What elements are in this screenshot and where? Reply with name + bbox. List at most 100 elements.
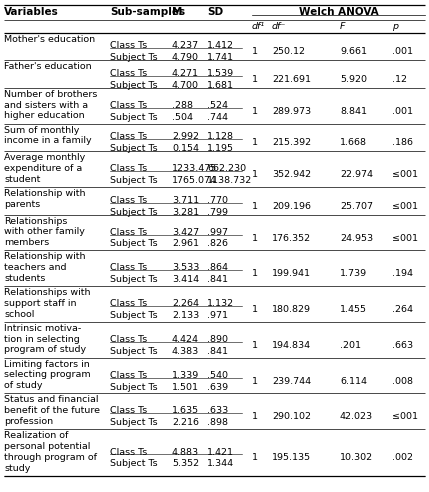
Text: ≤001: ≤001 xyxy=(392,202,418,211)
Text: .008: .008 xyxy=(392,376,413,386)
Text: 1: 1 xyxy=(252,107,258,116)
Text: Class Ts: Class Ts xyxy=(110,69,147,78)
Text: Class Ts: Class Ts xyxy=(110,132,147,142)
Text: .001: .001 xyxy=(392,107,413,116)
Text: Class Ts: Class Ts xyxy=(110,101,147,110)
Text: 1: 1 xyxy=(252,202,258,211)
Text: .633: .633 xyxy=(207,406,228,415)
Text: Status and financial
benefit of the future
profession: Status and financial benefit of the futu… xyxy=(4,396,100,426)
Text: 9.661: 9.661 xyxy=(340,47,367,57)
Text: 1.739: 1.739 xyxy=(340,269,367,278)
Text: .194: .194 xyxy=(392,269,413,278)
Text: .201: .201 xyxy=(340,341,361,350)
Text: 1: 1 xyxy=(252,47,258,57)
Text: .971: .971 xyxy=(207,311,228,320)
Text: Father's education: Father's education xyxy=(4,62,92,71)
Text: ≤001: ≤001 xyxy=(392,412,418,421)
Text: 4.790: 4.790 xyxy=(172,54,199,62)
Text: 1: 1 xyxy=(252,376,258,386)
Text: 1.132: 1.132 xyxy=(207,299,234,308)
Text: Relationships
with other family
members: Relationships with other family members xyxy=(4,216,85,247)
Text: Subject Ts: Subject Ts xyxy=(110,383,157,392)
Text: .663: .663 xyxy=(392,341,413,350)
Text: 3.711: 3.711 xyxy=(172,196,199,205)
Text: ≤001: ≤001 xyxy=(392,234,418,243)
Text: 209.196: 209.196 xyxy=(272,202,311,211)
Text: .186: .186 xyxy=(392,138,413,148)
Text: Relationships with
support staff in
school: Relationships with support staff in scho… xyxy=(4,288,91,319)
Text: Class Ts: Class Ts xyxy=(110,335,147,344)
Text: .12: .12 xyxy=(392,75,407,84)
Text: 1.339: 1.339 xyxy=(172,370,199,380)
Text: 1138.732: 1138.732 xyxy=(207,176,252,185)
Text: 4.700: 4.700 xyxy=(172,81,199,90)
Text: 176.352: 176.352 xyxy=(272,234,311,243)
Text: .898: .898 xyxy=(207,418,228,428)
Text: M: M xyxy=(172,7,182,17)
Text: 6.114: 6.114 xyxy=(340,376,367,386)
Text: Realization of
personal potential
through program of
study: Realization of personal potential throug… xyxy=(4,431,97,472)
Text: 1: 1 xyxy=(252,170,258,179)
Text: Limiting factors in
selecting program
of study: Limiting factors in selecting program of… xyxy=(4,360,91,390)
Text: 2.216: 2.216 xyxy=(172,418,199,428)
Text: 1233.475: 1233.475 xyxy=(172,164,217,173)
Text: Average monthly
expenditure of a
student: Average monthly expenditure of a student xyxy=(4,153,85,184)
Text: .841: .841 xyxy=(207,347,228,356)
Text: 1.635: 1.635 xyxy=(172,406,199,415)
Text: Relationship with
parents: Relationship with parents xyxy=(4,189,85,209)
Text: 1.195: 1.195 xyxy=(207,144,234,154)
Text: Variables: Variables xyxy=(4,7,59,17)
Text: 1.668: 1.668 xyxy=(340,138,367,148)
Text: Subject Ts: Subject Ts xyxy=(110,460,157,468)
Text: 4.383: 4.383 xyxy=(172,347,199,356)
Text: 25.707: 25.707 xyxy=(340,202,373,211)
Text: 3.414: 3.414 xyxy=(172,275,199,284)
Text: 2.264: 2.264 xyxy=(172,299,199,308)
Text: Class Ts: Class Ts xyxy=(110,41,147,51)
Text: Class Ts: Class Ts xyxy=(110,263,147,272)
Text: .001: .001 xyxy=(392,47,413,57)
Text: Class Ts: Class Ts xyxy=(110,448,147,457)
Text: .744: .744 xyxy=(207,113,228,122)
Text: 1: 1 xyxy=(252,269,258,278)
Text: 239.744: 239.744 xyxy=(272,376,311,386)
Text: 215.392: 215.392 xyxy=(272,138,311,148)
Text: 1.455: 1.455 xyxy=(340,305,367,314)
Text: df⁻: df⁻ xyxy=(272,22,287,31)
Text: .841: .841 xyxy=(207,275,228,284)
Text: 4.237: 4.237 xyxy=(172,41,199,51)
Text: Subject Ts: Subject Ts xyxy=(110,311,157,320)
Text: 2.992: 2.992 xyxy=(172,132,199,142)
Text: 1: 1 xyxy=(252,341,258,350)
Text: 1: 1 xyxy=(252,454,258,462)
Text: .540: .540 xyxy=(207,370,228,380)
Text: Class Ts: Class Ts xyxy=(110,299,147,308)
Text: 22.974: 22.974 xyxy=(340,170,373,179)
Text: F: F xyxy=(340,22,345,31)
Text: .770: .770 xyxy=(207,196,228,205)
Text: 1.501: 1.501 xyxy=(172,383,199,392)
Text: Subject Ts: Subject Ts xyxy=(110,275,157,284)
Text: 1: 1 xyxy=(252,138,258,148)
Text: 180.829: 180.829 xyxy=(272,305,311,314)
Text: 352.942: 352.942 xyxy=(272,170,311,179)
Text: Relationship with
teachers and
students: Relationship with teachers and students xyxy=(4,252,85,283)
Text: Intrinsic motiva-
tion in selecting
program of study: Intrinsic motiva- tion in selecting prog… xyxy=(4,324,86,354)
Text: 1.741: 1.741 xyxy=(207,54,234,62)
Text: 1: 1 xyxy=(252,234,258,243)
Text: 4.424: 4.424 xyxy=(172,335,199,344)
Text: 1.539: 1.539 xyxy=(207,69,234,78)
Text: Sub-samples: Sub-samples xyxy=(110,7,185,17)
Text: 195.135: 195.135 xyxy=(272,454,311,462)
Text: .997: .997 xyxy=(207,227,228,237)
Text: 3.533: 3.533 xyxy=(172,263,199,272)
Text: 1.412: 1.412 xyxy=(207,41,234,51)
Text: 662.230: 662.230 xyxy=(207,164,246,173)
Text: .639: .639 xyxy=(207,383,228,392)
Text: 42.023: 42.023 xyxy=(340,412,373,421)
Text: 2.133: 2.133 xyxy=(172,311,199,320)
Text: 289.973: 289.973 xyxy=(272,107,311,116)
Text: 1: 1 xyxy=(252,75,258,84)
Text: 8.841: 8.841 xyxy=(340,107,367,116)
Text: 5.352: 5.352 xyxy=(172,460,199,468)
